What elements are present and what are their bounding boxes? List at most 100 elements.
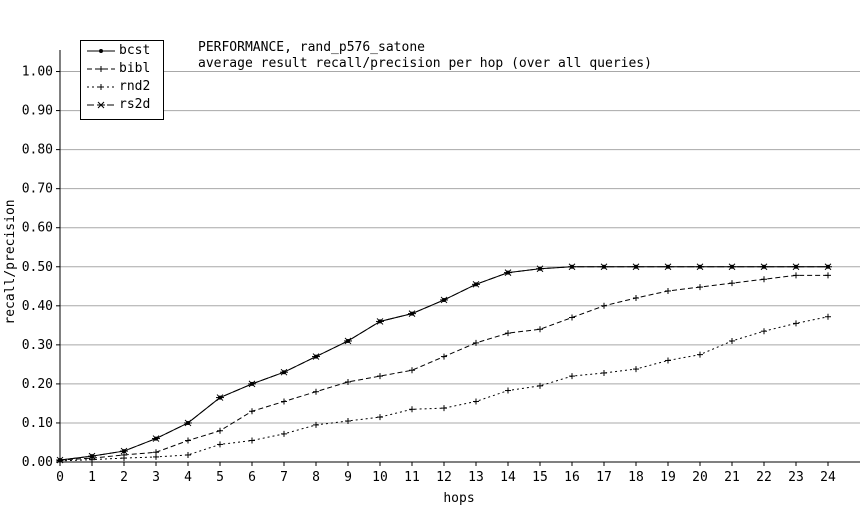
x-axis-label: hops — [443, 491, 474, 506]
data-point — [505, 330, 511, 337]
data-point — [536, 265, 544, 273]
legend-swatch — [87, 84, 115, 90]
y-tick-label: 0.50 — [22, 260, 53, 275]
data-point — [57, 457, 63, 464]
data-point — [473, 398, 479, 405]
x-tick-label: 22 — [756, 470, 772, 485]
data-point — [697, 284, 703, 291]
gridlines — [60, 71, 860, 424]
data-point — [504, 269, 512, 276]
y-tick-label: 1.00 — [22, 65, 53, 80]
data-point — [217, 441, 223, 448]
legend-item-rnd2: rnd2 — [85, 78, 161, 96]
data-point — [601, 302, 607, 309]
x-tick-label: 9 — [344, 470, 352, 485]
x-tick-label: 24 — [820, 470, 836, 485]
x-tick-label: 3 — [152, 470, 160, 485]
data-point — [184, 419, 192, 427]
data-point — [824, 263, 832, 271]
x-tick-label: 8 — [312, 470, 320, 485]
data-point — [440, 296, 448, 304]
series-line — [59, 266, 828, 461]
series-bcst — [58, 264, 830, 463]
y-tick-label: 0.10 — [22, 416, 53, 431]
x-tick-label: 6 — [248, 470, 256, 485]
x-tick-label: 20 — [692, 470, 708, 485]
x-tick-label: 4 — [184, 470, 192, 485]
data-point — [825, 313, 831, 320]
legend-label: rs2d — [119, 97, 151, 112]
legend-label: bcst — [119, 43, 151, 58]
x-tick-label: 15 — [532, 470, 548, 485]
y-tick-label: 0.40 — [22, 299, 53, 314]
data-point — [472, 280, 480, 288]
data-point — [633, 366, 639, 373]
x-tick-label: 19 — [660, 470, 676, 485]
x-tick-label: 23 — [788, 470, 804, 485]
data-point — [97, 101, 105, 109]
data-point — [441, 405, 447, 412]
data-point — [99, 49, 103, 53]
data-point — [249, 408, 255, 415]
data-point — [632, 263, 640, 271]
data-point — [248, 380, 256, 388]
x-tick-label: 7 — [280, 470, 288, 485]
data-point — [98, 84, 104, 90]
series-line — [59, 266, 828, 461]
series-rs2d — [56, 263, 832, 464]
y-tick-label: 0.70 — [22, 182, 53, 197]
data-point — [345, 378, 351, 385]
x-tick-label: 5 — [216, 470, 224, 485]
data-point — [376, 318, 384, 325]
chart-subtitle: average result recall/precision per hop … — [198, 56, 652, 71]
data-point — [121, 455, 127, 462]
data-point — [185, 451, 191, 458]
x-tick-label: 21 — [724, 470, 740, 485]
data-point — [377, 414, 383, 421]
legend-label: rnd2 — [119, 79, 151, 94]
data-point — [664, 263, 672, 271]
x-tick-labels: 0 1 2 3 4 5 6 7 8 9 10 11 12 13 14 15 16 17 18 19 20 21 22 23 24 — [56, 470, 836, 485]
data-point — [408, 310, 416, 317]
data-point — [409, 367, 415, 374]
data-point — [729, 280, 735, 287]
data-point — [216, 394, 224, 401]
data-point — [793, 320, 799, 327]
data-point — [280, 368, 288, 376]
data-series — [56, 263, 832, 464]
x-tick-label: 2 — [120, 470, 128, 485]
y-tick-label: 0.30 — [22, 338, 53, 353]
y-tick-label: 0.90 — [22, 104, 53, 119]
data-point — [665, 357, 671, 364]
y-tick-labels: 0.00 0.10 0.20 0.30 0.40 0.50 0.60 0.70 0.80 0.90… — [22, 65, 53, 470]
data-point — [792, 263, 800, 271]
data-point — [88, 452, 96, 460]
data-point — [665, 287, 671, 294]
legend: bcst bibl rnd2 rs2d — [80, 40, 164, 120]
data-point — [313, 421, 319, 428]
legend-item-bibl: bibl — [85, 60, 161, 78]
data-point — [441, 353, 447, 360]
y-tick-label: 0.00 — [22, 455, 53, 470]
legend-item-bcst: bcst — [85, 42, 161, 60]
y-tick-label: 0.80 — [22, 143, 53, 158]
x-tick-label: 17 — [596, 470, 612, 485]
data-point — [537, 382, 543, 389]
y-tick-label: 0.60 — [22, 221, 53, 236]
legend-item-rs2d: rs2d — [85, 96, 161, 114]
data-point — [377, 373, 383, 380]
data-point — [120, 447, 128, 455]
x-tick-label: 11 — [404, 470, 420, 485]
data-point — [409, 406, 415, 413]
data-point — [249, 437, 255, 444]
chart-title: PERFORMANCE, rand_p576_satone — [198, 40, 425, 55]
data-point — [345, 418, 351, 424]
data-point — [696, 263, 704, 271]
axes — [56, 50, 860, 466]
data-point — [281, 430, 287, 437]
x-tick-label: 14 — [500, 470, 516, 485]
y-tick-label: 0.20 — [22, 377, 53, 392]
series-line — [59, 316, 829, 462]
data-point — [152, 435, 160, 442]
